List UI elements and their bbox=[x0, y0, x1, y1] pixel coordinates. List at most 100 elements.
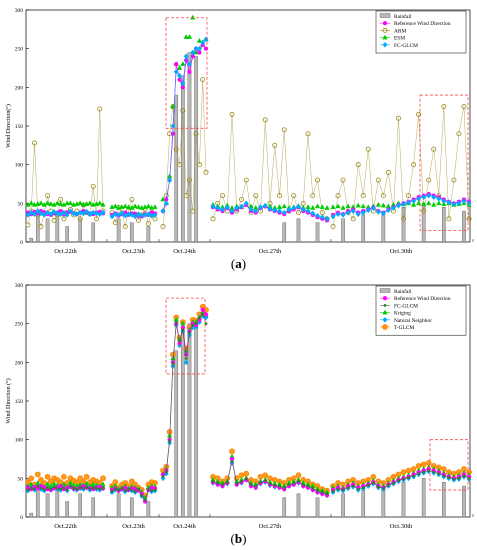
esm-point bbox=[64, 200, 70, 206]
fcglcm-point bbox=[35, 208, 41, 214]
fcglcm-point bbox=[306, 484, 310, 488]
fcglcm-point bbox=[346, 486, 350, 490]
fcglcm-point bbox=[392, 481, 395, 485]
arm-point bbox=[350, 216, 356, 222]
arm-point bbox=[451, 177, 457, 183]
legend-marker bbox=[382, 27, 388, 33]
fcglcm-point bbox=[180, 80, 186, 87]
legend-label: Reference Wind Direction bbox=[394, 20, 451, 27]
y-tick-label: 100 bbox=[15, 438, 24, 444]
highlight-box bbox=[429, 439, 469, 491]
esm-point bbox=[345, 203, 351, 209]
fcglcm-point bbox=[117, 488, 121, 492]
segment-4 bbox=[210, 111, 330, 243]
fcglcm-point bbox=[25, 212, 31, 218]
reference-point bbox=[200, 307, 205, 312]
rainfall-bar bbox=[194, 56, 198, 243]
fcglcm-point bbox=[193, 45, 199, 52]
fcglcm-point bbox=[462, 474, 466, 478]
fcglcm-point bbox=[235, 481, 239, 485]
reference-point bbox=[123, 485, 128, 490]
fcglcm-point bbox=[248, 206, 254, 213]
arm-point bbox=[183, 193, 189, 199]
fcglcm-point bbox=[452, 477, 456, 481]
legend-marker bbox=[382, 41, 388, 48]
segment-3 bbox=[160, 14, 209, 243]
x-tick-label: Oct.30th bbox=[390, 248, 413, 255]
fcglcm-point bbox=[59, 487, 63, 491]
rainfall-bar bbox=[45, 218, 50, 243]
arm-point bbox=[122, 224, 128, 230]
fcglcm-point bbox=[325, 492, 329, 496]
esm-point bbox=[48, 201, 54, 206]
segment-5 bbox=[330, 104, 472, 243]
fcglcm-point bbox=[350, 208, 356, 214]
fcglcm-point bbox=[46, 486, 49, 490]
fcglcm-point bbox=[36, 484, 40, 488]
fcglcm-point bbox=[426, 192, 432, 199]
legend-marker bbox=[382, 324, 388, 330]
esm-point bbox=[281, 203, 287, 209]
fcglcm-point bbox=[360, 209, 366, 216]
arm-point bbox=[446, 216, 452, 222]
fcglcm-point bbox=[446, 199, 452, 206]
rainfall-bar bbox=[174, 94, 179, 243]
arm-point bbox=[145, 220, 151, 226]
rainfall-bar bbox=[282, 222, 287, 243]
arm-point bbox=[385, 169, 391, 175]
rainfall-bar bbox=[296, 218, 301, 243]
fcglcm-point bbox=[33, 487, 36, 491]
caption-a-text: (a) bbox=[230, 256, 247, 271]
rainfall-bar bbox=[282, 497, 287, 518]
fcglcm-point bbox=[300, 206, 306, 213]
fcglcm-point bbox=[431, 194, 437, 201]
fcglcm-point bbox=[442, 474, 446, 478]
fcglcm-point bbox=[201, 312, 205, 316]
arm-point bbox=[291, 193, 297, 199]
esm-point bbox=[87, 200, 93, 206]
esm-point bbox=[176, 64, 183, 70]
fcglcm-point bbox=[412, 474, 415, 478]
natural-neighbor-point bbox=[160, 475, 166, 482]
fcglcm-point bbox=[340, 212, 346, 218]
legend-label: Natural Neighbor bbox=[394, 318, 432, 324]
rainfall-bar bbox=[116, 493, 121, 518]
fcglcm-point bbox=[366, 483, 370, 487]
fcglcm-point bbox=[296, 203, 301, 210]
rainfall-bar bbox=[65, 226, 69, 243]
fcglcm-point bbox=[133, 490, 137, 493]
esm-point bbox=[380, 202, 387, 208]
esm-point bbox=[145, 203, 152, 209]
esm-point bbox=[319, 204, 325, 210]
y-tick-label: 0 bbox=[20, 240, 23, 246]
fcglcm-point bbox=[78, 486, 82, 490]
fcglcm-point bbox=[253, 208, 259, 214]
fcglcm-point bbox=[88, 487, 92, 491]
arm-point bbox=[305, 131, 311, 137]
arm-point bbox=[177, 162, 183, 168]
fcglcm-point bbox=[130, 488, 134, 492]
x-tick-label: Oct.23th bbox=[122, 248, 145, 255]
fcglcm-point bbox=[52, 485, 56, 489]
legend-marker bbox=[382, 296, 388, 301]
arm-point bbox=[330, 224, 336, 230]
esm-point bbox=[67, 200, 74, 206]
fcglcm-point bbox=[411, 198, 417, 204]
arm-point bbox=[93, 216, 99, 222]
rainfall-bar bbox=[55, 489, 60, 518]
fcglcm-point bbox=[301, 483, 305, 486]
y-tick-label: 50 bbox=[18, 476, 24, 482]
legend-label: T-GLCM bbox=[394, 325, 414, 331]
fcglcm-point bbox=[120, 486, 124, 490]
fcglcm-point bbox=[277, 208, 282, 214]
fcglcm-point bbox=[286, 206, 292, 213]
y-tick-label: 200 bbox=[15, 360, 24, 366]
esm-point bbox=[375, 201, 381, 207]
fcglcm-point bbox=[249, 483, 253, 486]
fcglcm-point bbox=[451, 201, 457, 208]
fcglcm-point bbox=[457, 476, 461, 480]
fcglcm-point bbox=[143, 498, 147, 502]
arm-line bbox=[332, 106, 470, 227]
fcglcm-point bbox=[390, 205, 396, 211]
fcglcm-point bbox=[417, 472, 421, 476]
